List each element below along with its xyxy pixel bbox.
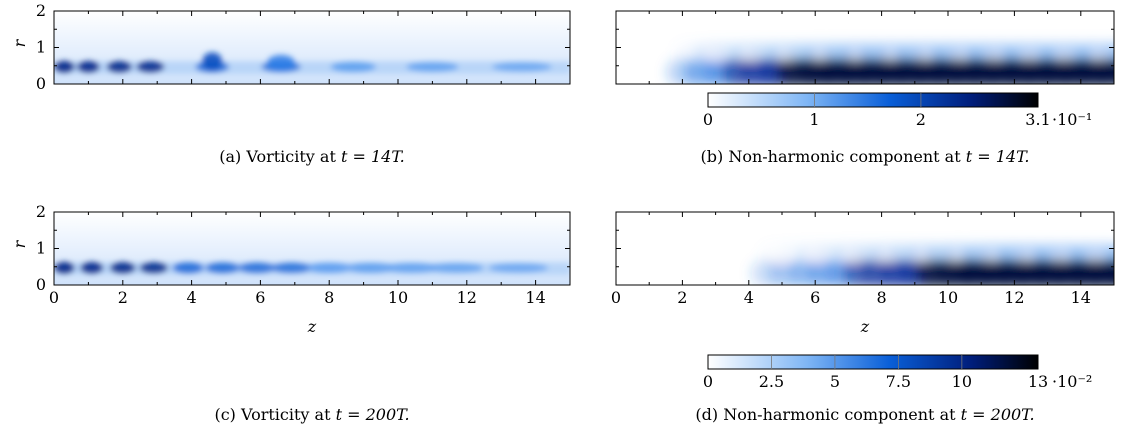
- x-tick-label: 8: [324, 288, 334, 307]
- y-axis-label: r: [10, 239, 29, 248]
- x-tick-label: 4: [187, 288, 197, 307]
- x-tick-label: 4: [744, 288, 754, 307]
- bright-spot: [953, 52, 966, 59]
- caption-b: (b) Non-harmonic component at t = 14T.: [700, 147, 1030, 166]
- vortex-ring: [136, 61, 165, 73]
- bright-spot: [988, 52, 1001, 59]
- nonharmonic-patch: [1115, 43, 1128, 59]
- vortex-ring: [106, 61, 133, 73]
- panel-a: 0 1 2 r: [10, 1, 571, 93]
- bright-spot: [1089, 253, 1102, 260]
- x-tick-label: 2: [677, 288, 687, 307]
- vortex-ring: [491, 62, 552, 72]
- bright-spot: [845, 253, 858, 260]
- x-tick-label: 6: [255, 288, 265, 307]
- colorbar-exponent: ·10⁻¹: [1052, 110, 1092, 129]
- bright-spot: [709, 52, 722, 59]
- bright-spot: [814, 52, 827, 59]
- bright-spot: [779, 52, 792, 59]
- colorbar-exponent: ·10⁻²: [1052, 372, 1092, 391]
- bright-spot: [1020, 253, 1033, 260]
- bright-spot: [810, 253, 823, 260]
- bright-spot: [849, 52, 862, 59]
- caption-c: (c) Vorticity at t = 200T.: [214, 405, 410, 424]
- bright-spot: [1054, 253, 1067, 260]
- bright-spot: [1058, 52, 1071, 59]
- vortex-ring: [429, 263, 484, 273]
- vortex-ring: [238, 262, 276, 274]
- bright-spot: [744, 52, 757, 59]
- y-tick-label: 1: [36, 38, 46, 57]
- vortex-ring: [172, 262, 204, 274]
- x-tick-label: 14: [1071, 288, 1091, 307]
- vortex-ring: [54, 261, 75, 274]
- bright-spot: [880, 253, 893, 260]
- vortex-ring: [80, 261, 104, 274]
- panel-b-heatmap: [616, 11, 1128, 84]
- x-tick-label: 12: [1004, 288, 1024, 307]
- colorbar-tick-label: 2: [916, 110, 926, 129]
- nonharmonic-patch: [1098, 259, 1114, 285]
- y-axis-label: r: [10, 38, 29, 47]
- bright-spot: [985, 253, 998, 260]
- vortex-ring: [54, 60, 75, 73]
- x-tick-label: 0: [49, 288, 59, 307]
- x-tick-label: 14: [525, 288, 545, 307]
- colorbar-tick-label: 0: [703, 372, 713, 391]
- panel-a-heatmap: [54, 11, 570, 84]
- vortex-ring: [271, 262, 312, 274]
- x-tick-label: 6: [810, 288, 820, 307]
- colorbar-tick-label: 2.5: [759, 372, 784, 391]
- y-tick-label: 2: [36, 202, 46, 221]
- x-tick-label: 10: [388, 288, 408, 307]
- y-tick-label: 0: [36, 275, 46, 294]
- vortex-ring: [76, 60, 100, 73]
- x-tick-label: 10: [938, 288, 958, 307]
- y-tick-label: 1: [36, 239, 46, 258]
- caption-a: (a) Vorticity at t = 14T.: [219, 147, 405, 166]
- x-axis-label: z: [307, 317, 317, 336]
- x-tick-label: 0: [611, 288, 621, 307]
- x-tick-label: 2: [118, 288, 128, 307]
- vortex-ring: [330, 61, 377, 72]
- vortex-ring: [386, 262, 438, 273]
- colorbar-1: 0 1 2 3.1·10⁻¹: [703, 92, 1092, 129]
- bright-spot: [915, 253, 928, 260]
- bright-spot: [883, 52, 896, 59]
- x-tick-label: 12: [457, 288, 477, 307]
- colorbar-tick-label: 13: [1028, 372, 1048, 391]
- colorbar-tick-label: 10: [952, 372, 972, 391]
- vortex-ring: [346, 262, 394, 273]
- panel-d-heatmap: [616, 212, 1114, 285]
- bright-spot: [950, 253, 963, 260]
- panel-b: [615, 10, 1128, 85]
- bright-spot: [918, 52, 931, 59]
- vortex-ring: [488, 263, 549, 273]
- vortex-ring: [205, 262, 240, 274]
- y-tick-label: 0: [36, 74, 46, 93]
- bright-spot: [1093, 52, 1106, 59]
- bright-spot: [776, 253, 788, 260]
- panel-c-heatmap: [54, 212, 570, 285]
- vortex-ring: [139, 262, 169, 274]
- x-axis-label: z: [860, 317, 870, 336]
- colorbar-tick-label: 0: [703, 110, 713, 129]
- x-tick-label: 8: [877, 288, 887, 307]
- y-tick-label: 2: [36, 1, 46, 20]
- caption-d: (d) Non-harmonic component at t = 200T.: [695, 405, 1035, 424]
- colorbar-tick-label: 7.5: [886, 372, 911, 391]
- panel-d: 0 2 4 6 8 10 12 14 z: [611, 211, 1115, 336]
- vortex-ring: [406, 61, 459, 72]
- colorbar-2: 0 2.5 5 7.5 10 13·10⁻²: [703, 354, 1092, 391]
- bright-spot: [1023, 52, 1036, 59]
- vortex-ring: [109, 262, 136, 274]
- roll-up: [202, 52, 223, 71]
- colorbar-tick-label: 5: [830, 372, 840, 391]
- colorbar-tick-label: 1: [809, 110, 819, 129]
- vortex-ring: [307, 262, 351, 274]
- colorbar-tick-label: 3.1: [1025, 110, 1050, 129]
- roll-up: [267, 54, 296, 71]
